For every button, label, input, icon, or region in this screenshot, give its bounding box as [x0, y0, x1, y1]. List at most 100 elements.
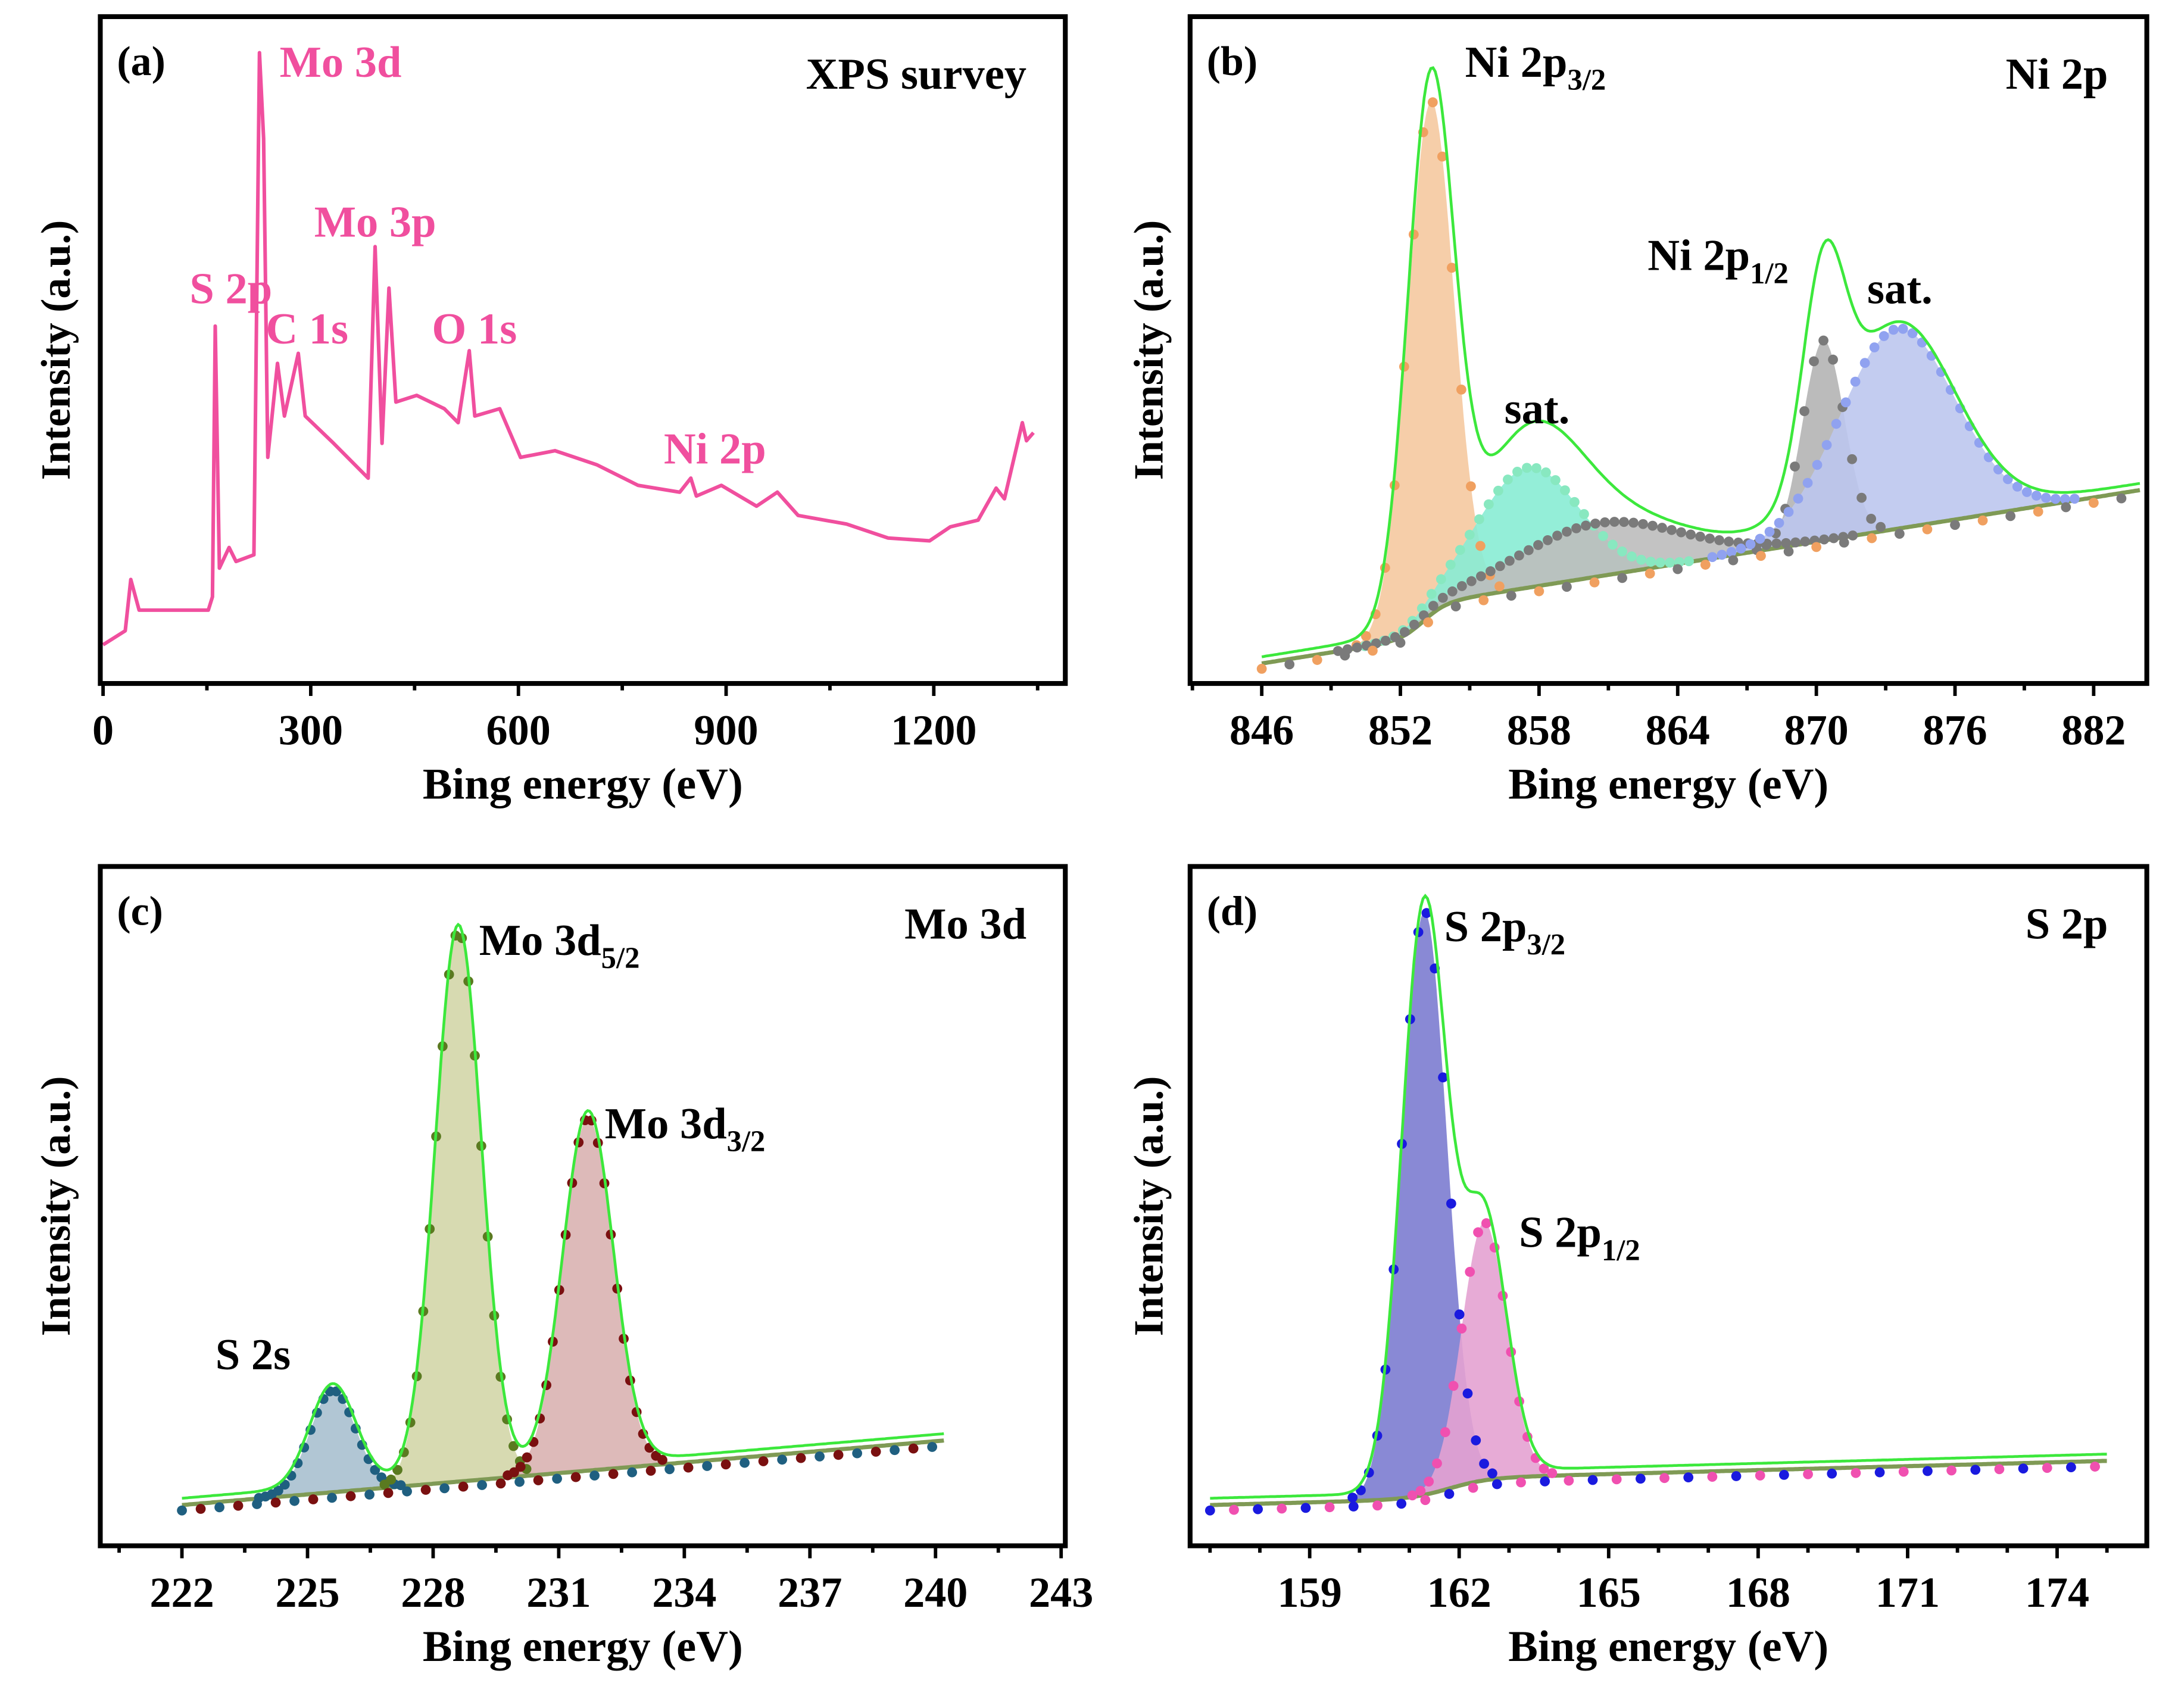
- data-point: [1522, 463, 1532, 473]
- background-point: [1368, 645, 1378, 656]
- background-point: [2033, 507, 2043, 517]
- plot-area: [177, 922, 944, 1516]
- data-point: [2012, 482, 2023, 492]
- peak-annotation-text: S 2p: [189, 265, 272, 314]
- data-point: [1590, 519, 1600, 529]
- background-point: [739, 1457, 750, 1468]
- data-point: [1481, 1218, 1491, 1229]
- background-point: [627, 1467, 637, 1478]
- data-point: [1771, 538, 1782, 549]
- x-tick-label: 1200: [891, 707, 976, 754]
- data-point: [1866, 513, 1877, 524]
- data-point: [1426, 589, 1437, 599]
- data-point: [1736, 544, 1746, 554]
- x-tick-label: 876: [1923, 707, 1987, 754]
- peak-annotation-subscript: 3/2: [727, 1125, 766, 1158]
- background-point: [1284, 659, 1295, 670]
- data-point: [1876, 522, 1886, 532]
- background-point: [514, 1476, 525, 1487]
- data-point: [1486, 566, 1496, 576]
- data-point: [1608, 539, 1618, 550]
- background-point: [589, 1470, 600, 1481]
- background-point: [1659, 1473, 1670, 1484]
- data-point: [1609, 517, 1619, 527]
- background-line: [1210, 1459, 2107, 1507]
- x-axis-title: Bing energy (eV): [423, 760, 743, 808]
- data-point: [1487, 1468, 1497, 1479]
- background-point: [1783, 546, 1794, 557]
- data-point: [1571, 523, 1581, 533]
- data-point: [1438, 1072, 1448, 1083]
- data-point: [1550, 475, 1561, 485]
- panel-label: (a): [117, 39, 165, 85]
- data-point: [1665, 557, 1675, 568]
- data-point: [1360, 631, 1371, 641]
- peak-annotation-text: Mo 3d: [280, 38, 402, 87]
- data-point: [1415, 1485, 1426, 1496]
- data-point: [1380, 635, 1391, 646]
- background-point: [1324, 1502, 1335, 1513]
- data-point: [1878, 331, 1889, 341]
- data-point: [1628, 517, 1639, 528]
- data-point: [1793, 494, 1803, 504]
- data-point: [392, 1465, 402, 1475]
- background-point: [1444, 1489, 1455, 1499]
- x-tick-label: 234: [652, 1569, 716, 1616]
- panel-label: (b): [1207, 39, 1257, 85]
- background-point: [1204, 1505, 1215, 1516]
- background-point: [458, 1481, 469, 1492]
- data-point: [1462, 1388, 1473, 1399]
- x-tick-label: 222: [149, 1569, 214, 1616]
- data-point: [1619, 517, 1629, 527]
- background-point: [195, 1504, 206, 1514]
- y-axis-title: Intensity (a.u.): [1126, 1076, 1172, 1337]
- background-point: [1468, 1482, 1478, 1493]
- data-point: [1646, 557, 1656, 567]
- data-point: [1707, 552, 1718, 563]
- data-point: [1819, 534, 1830, 545]
- background-point: [1516, 1477, 1526, 1488]
- x-tick-label: 0: [92, 707, 114, 754]
- data-point: [1800, 536, 1811, 547]
- background-point: [327, 1492, 337, 1503]
- data-point: [1437, 151, 1447, 162]
- background-point: [1372, 1500, 1383, 1511]
- x-tick-label: 168: [1726, 1569, 1790, 1616]
- data-point: [1428, 601, 1438, 611]
- data-point: [1828, 354, 1838, 365]
- panel-a: 0 300 600 900 1200 Bing energy (eV) Intensity …: [33, 14, 1068, 808]
- data-point: [331, 1386, 342, 1397]
- background-point: [2061, 502, 2071, 513]
- data-point: [1455, 545, 1465, 555]
- data-point: [1790, 537, 1801, 548]
- data-point: [1456, 581, 1467, 591]
- background-point: [870, 1447, 881, 1457]
- peak-annotation-subscript: 1/2: [1750, 257, 1789, 290]
- peak-annotation-text: sat.: [1505, 385, 1570, 433]
- data-point: [1409, 619, 1419, 630]
- y-axis-title: Intensity (a.u.): [33, 220, 79, 480]
- background-point: [1277, 1503, 1287, 1514]
- data-point: [657, 1454, 667, 1465]
- x-axis-title: Bing energy (eV): [1508, 760, 1828, 808]
- panel-title: Mo 3d: [904, 900, 1026, 949]
- data-point: [1647, 520, 1658, 531]
- data-point: [2031, 491, 2042, 501]
- x-axis-title: Bing energy (eV): [423, 1622, 743, 1671]
- data-point: [1684, 556, 1694, 567]
- peak-annotation-subscript: 5/2: [601, 941, 640, 975]
- data-point: [1705, 533, 1715, 544]
- background-point: [1728, 555, 1739, 566]
- data-point: [1466, 481, 1476, 492]
- data-point: [1539, 1463, 1549, 1474]
- data-point: [1448, 1381, 1459, 1391]
- panel-d: 159 162 165 168 171 174 Bing energy (eV) Intens…: [1126, 864, 2149, 1671]
- background-point: [2090, 1462, 2100, 1472]
- data-point: [1427, 97, 1438, 108]
- data-point: [1781, 538, 1792, 548]
- data-point: [1473, 1227, 1483, 1238]
- background-point: [308, 1494, 319, 1504]
- peak-annotation: Mo 3d: [280, 38, 402, 87]
- data-point: [1657, 523, 1667, 533]
